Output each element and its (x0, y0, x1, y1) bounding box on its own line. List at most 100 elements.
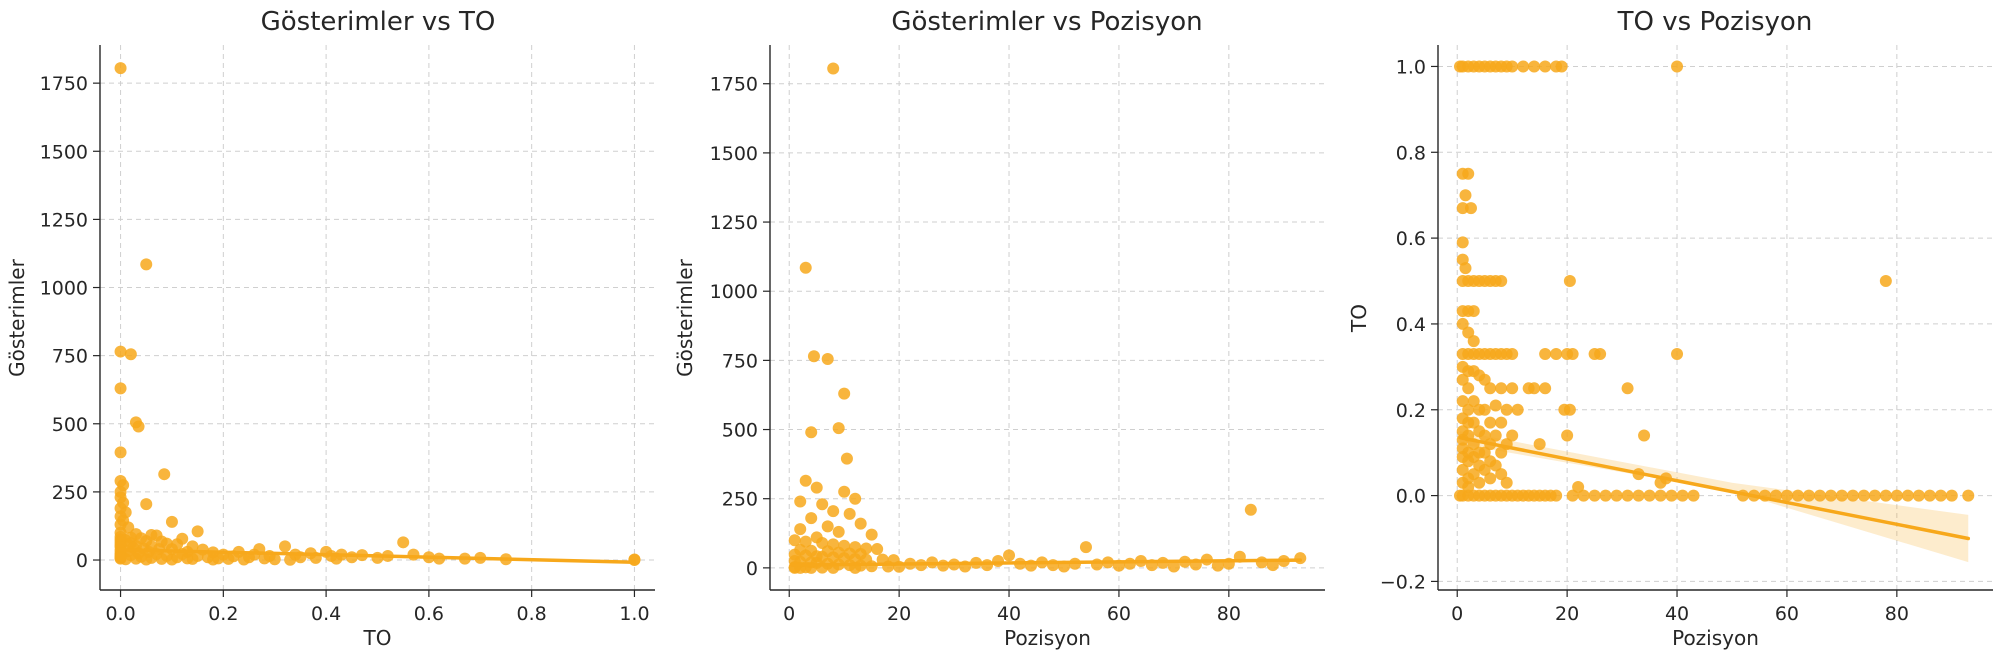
data-point (1879, 489, 1892, 502)
data-point (1467, 416, 1480, 429)
data-point (1456, 373, 1469, 386)
data-point (1621, 382, 1634, 395)
data-point (140, 498, 153, 511)
data-point (849, 492, 862, 505)
data-point (114, 446, 127, 459)
data-point (1665, 489, 1678, 502)
data-point (1456, 236, 1469, 249)
data-point (1528, 382, 1541, 395)
data-point (1495, 446, 1508, 459)
data-point (1495, 382, 1508, 395)
data-point (207, 553, 220, 566)
data-point (1588, 489, 1601, 502)
data-point (1632, 489, 1645, 502)
data-point (186, 552, 199, 565)
data-point (810, 481, 823, 494)
data-point (1676, 489, 1689, 502)
data-point (1467, 305, 1480, 318)
chart-title: Gösterimler vs Pozisyon (891, 7, 1202, 37)
data-point (1791, 489, 1804, 502)
data-point (1467, 395, 1480, 408)
data-point (882, 560, 895, 573)
data-point (279, 540, 291, 553)
data-point (1687, 489, 1700, 502)
data-point (114, 62, 127, 75)
x-tick-label: 0.2 (208, 603, 238, 625)
y-tick-label: 750 (52, 346, 88, 368)
data-point (1643, 489, 1656, 502)
data-point (222, 552, 235, 565)
data-point (1879, 275, 1892, 288)
data-point (1462, 481, 1475, 494)
x-tick-label: 20 (1555, 603, 1579, 625)
y-tick-label: 500 (722, 420, 758, 442)
data-point (1594, 347, 1607, 360)
y-tick-label: 0.6 (1396, 228, 1426, 250)
data-point (821, 352, 834, 365)
data-point (821, 520, 834, 533)
data-point (1003, 549, 1016, 562)
data-point (840, 452, 853, 465)
data-point (345, 551, 358, 564)
y-axis-label: TO (1347, 304, 1371, 333)
data-point (805, 512, 818, 525)
y-tick-label: 1500 (40, 141, 88, 163)
data-point (1462, 167, 1475, 180)
data-point (1934, 489, 1947, 502)
data-point (992, 554, 1005, 567)
regression-line (790, 558, 1303, 567)
data-point (1550, 489, 1563, 502)
data-point (1478, 373, 1491, 386)
data-point (1294, 552, 1307, 565)
data-point (1539, 382, 1552, 395)
data-point (1912, 489, 1925, 502)
data-point (1890, 489, 1903, 502)
data-point (165, 553, 178, 566)
data-point (1462, 326, 1475, 339)
data-point (1500, 403, 1513, 416)
data-point (1550, 347, 1563, 360)
data-point (1456, 317, 1469, 330)
data-point (407, 548, 420, 561)
data-point (1671, 347, 1684, 360)
y-tick-label: 250 (52, 482, 88, 504)
data-point (1621, 489, 1634, 502)
regression-line (1458, 435, 1971, 541)
data-point (1484, 382, 1497, 395)
y-tick-label: 1750 (710, 74, 758, 96)
y-tick-label: 0 (746, 558, 758, 580)
y-tick-label: 0.4 (1396, 314, 1426, 336)
data-point (165, 515, 178, 528)
data-point (1506, 382, 1519, 395)
data-point (1517, 60, 1530, 73)
data-point (1495, 275, 1508, 288)
x-tick-label: 0.6 (414, 603, 444, 625)
y-tick-label: 1250 (40, 209, 88, 231)
data-point (799, 261, 812, 274)
data-point (114, 382, 127, 395)
data-point (1478, 403, 1491, 416)
data-point (794, 495, 807, 508)
data-point (1456, 202, 1469, 215)
y-axis-label: Gösterimler (5, 258, 29, 376)
x-axis-label: Pozisyon (1004, 626, 1091, 650)
x-tick-label: 40 (997, 603, 1021, 625)
data-point (1561, 429, 1574, 442)
x-tick-label: 80 (1217, 603, 1241, 625)
data-point (1945, 489, 1958, 502)
data-point (1123, 557, 1136, 570)
x-axis-label: TO (363, 626, 392, 650)
data-point (1506, 347, 1519, 360)
data-point (1495, 468, 1508, 481)
x-tick-label: 0 (783, 603, 795, 625)
data-point (854, 517, 867, 530)
data-point (1857, 489, 1870, 502)
y-tick-label: 1500 (710, 143, 758, 165)
data-point (140, 553, 153, 566)
chart-panel-1: 0.0 0.2 0.4 0.6 0.8 1.0 0 250 500 750 1000 1250 1500… (5, 7, 655, 650)
data-point (1962, 489, 1975, 502)
data-point (1638, 429, 1651, 442)
y-tick-label: −0.2 (1380, 571, 1426, 593)
data-point (1167, 560, 1180, 573)
x-axis-label: Pozisyon (1672, 626, 1759, 650)
